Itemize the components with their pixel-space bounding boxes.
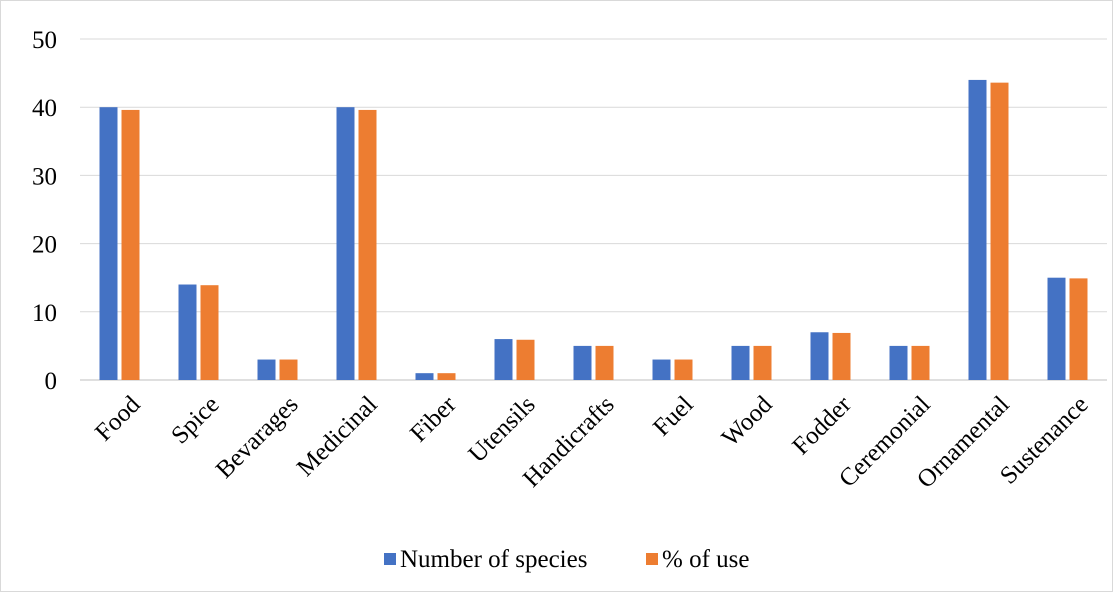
bar-species-food [99, 107, 118, 380]
bar-species-sustenance [1047, 277, 1066, 380]
bar-species-fuel [652, 359, 671, 380]
bar-use-ornamental [990, 82, 1009, 380]
bar-use-handicrafts [595, 345, 614, 380]
legend-label: % of use [662, 546, 749, 573]
bar-use-sustenance [1069, 278, 1088, 380]
bar-use-bevarages [279, 359, 298, 380]
bar-use-spice [200, 285, 219, 380]
bar-species-fiber [415, 373, 434, 380]
gridlines [80, 38, 1107, 381]
bar-use-utensils [516, 339, 535, 380]
legend-swatch [384, 553, 396, 565]
bar-use-ceremonial [911, 345, 930, 380]
bar-species-wood [731, 345, 750, 380]
y-axis-ticks: 0 10 20 30 40 50 [32, 27, 57, 395]
bar-species-spice [178, 284, 197, 380]
x-tick-label: Fodder [787, 391, 857, 461]
bar-species-handicrafts [573, 345, 592, 380]
bars [99, 79, 1088, 381]
y-tick-label: 30 [32, 163, 57, 190]
x-tick-label: Bevarages [211, 391, 304, 484]
bar-use-wood [753, 345, 772, 380]
bar-species-ornamental [968, 79, 987, 381]
bar-use-fodder [832, 332, 851, 380]
bar-species-medicinal [336, 107, 355, 380]
legend: Number of species % of use [384, 546, 749, 573]
y-tick-label: 20 [32, 232, 57, 259]
y-tick-label: 10 [32, 300, 57, 327]
x-tick-label: Medicinal [292, 391, 383, 482]
y-tick-label: 50 [32, 27, 57, 54]
bar-species-ceremonial [889, 345, 908, 380]
x-tick-label: Fiber [405, 391, 462, 448]
bar-use-medicinal [358, 109, 377, 380]
bar-species-fodder [810, 332, 829, 380]
x-tick-label: Utensils [464, 391, 541, 468]
legend-label: Number of species [400, 546, 587, 573]
bar-use-fuel [674, 359, 693, 380]
bar-use-food [121, 109, 140, 380]
y-tick-label: 40 [32, 95, 57, 122]
x-tick-label: Spice [166, 391, 224, 449]
x-tick-label: Wood [717, 391, 778, 452]
bar-use-fiber [437, 373, 456, 380]
bar-species-bevarages [257, 359, 276, 380]
bar-species-utensils [494, 339, 513, 380]
x-tick-label: Food [90, 391, 146, 447]
y-tick-label: 0 [45, 368, 58, 395]
legend-swatch [646, 553, 658, 565]
x-tick-label: Fuel [648, 391, 699, 442]
